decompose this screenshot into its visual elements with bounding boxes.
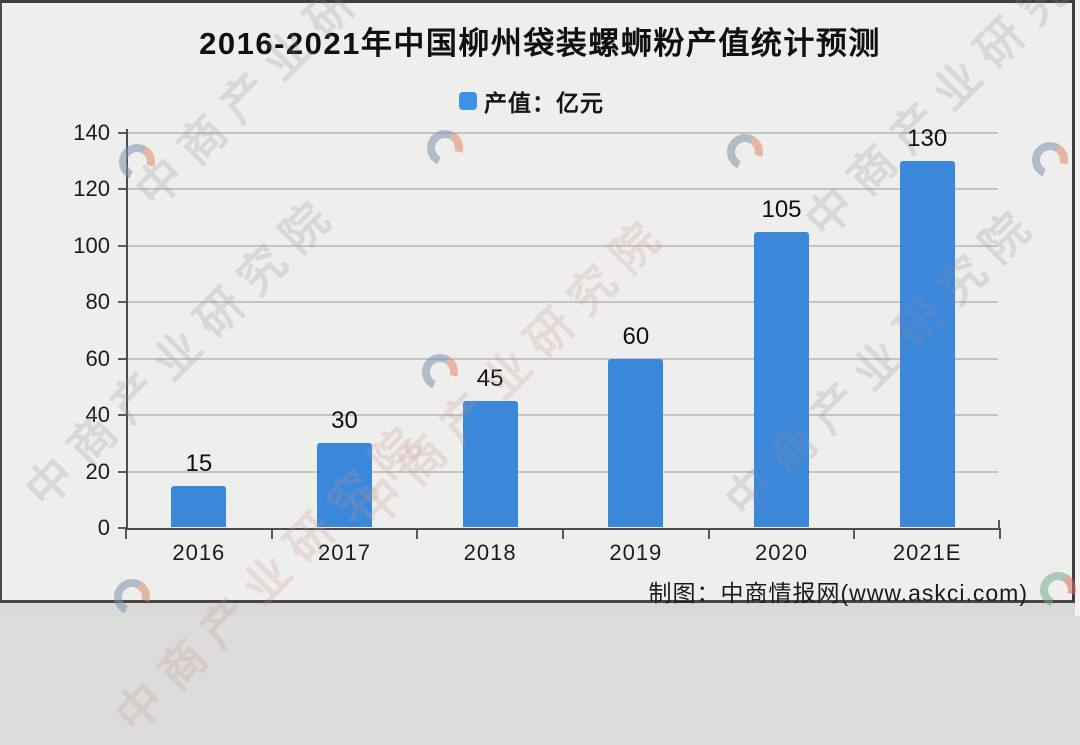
legend: 产值：亿元 (459, 84, 604, 118)
y-axis-label: 40 (85, 402, 110, 428)
bar-2020 (754, 231, 809, 527)
legend-swatch-icon (459, 92, 477, 110)
bar-2019 (608, 358, 664, 527)
gridline (128, 301, 998, 304)
gridline (128, 132, 998, 134)
x-axis-line (125, 528, 1001, 530)
bar-value-label: 130 (907, 125, 948, 153)
y-axis-label: 120 (73, 176, 110, 202)
x-axis-category-label: 2019 (609, 540, 663, 565)
x-axis-tick (416, 530, 419, 539)
bar-value-label: 15 (185, 449, 213, 477)
x-axis-category-label: 2017 (318, 540, 371, 565)
y-axis-line (126, 129, 128, 530)
frame-bottom-strip (0, 603, 1075, 616)
bar-value-label: 60 (622, 322, 650, 350)
bar-2017 (317, 443, 372, 527)
footer-credit: 制图：中商情报网(www.askci.com) (648, 580, 1028, 606)
bar-2018 (462, 401, 518, 527)
y-axis-tick (118, 132, 126, 134)
gridline (128, 414, 998, 417)
y-axis-tick (118, 527, 126, 529)
gridline (128, 188, 998, 191)
plot-area: 0 20 40 60 80 100 120 140 15 2016 30 2017 45 2018 60 20… (73, 120, 1001, 565)
y-axis-tick (118, 357, 126, 360)
y-axis-label: 20 (85, 458, 110, 484)
x-axis-tick (707, 530, 710, 539)
y-axis-tick (118, 414, 126, 417)
gridline (128, 357, 998, 360)
x-axis-category-label: 2018 (463, 540, 517, 565)
bar-value-label: 45 (476, 365, 504, 393)
y-axis-label: 100 (73, 232, 110, 258)
bar-2016 (171, 485, 227, 527)
bar-2021E (899, 161, 955, 527)
y-axis-label: 140 (73, 120, 110, 145)
x-axis-end-tick (998, 520, 1000, 529)
y-axis-tick (118, 470, 126, 473)
y-axis-label: 80 (85, 289, 110, 315)
x-axis-tick (853, 530, 856, 539)
y-axis-tick (118, 188, 126, 191)
x-axis-tick (270, 530, 273, 539)
gridline (128, 244, 998, 247)
bar-value-label: 105 (761, 195, 802, 223)
frame-right-strip (1075, 0, 1080, 616)
y-axis-label: 60 (85, 345, 110, 371)
x-axis-tick (562, 530, 564, 539)
y-axis-tick (118, 301, 126, 304)
x-axis-tick (999, 530, 1001, 539)
x-axis-category-label: 2020 (755, 540, 808, 565)
bar-value-label: 30 (331, 407, 358, 435)
chart-title: 2016-2021年中国柳州袋装螺蛳粉产值统计预测 (199, 26, 881, 61)
y-axis-tick (118, 244, 126, 247)
x-axis-category-label: 2016 (172, 540, 226, 565)
gridline (128, 470, 998, 473)
y-axis-label: 0 (97, 515, 110, 540)
legend-label: 产值：亿元 (484, 90, 604, 116)
x-axis-tick (125, 530, 127, 539)
x-axis-category-label: 2021E (892, 540, 962, 565)
